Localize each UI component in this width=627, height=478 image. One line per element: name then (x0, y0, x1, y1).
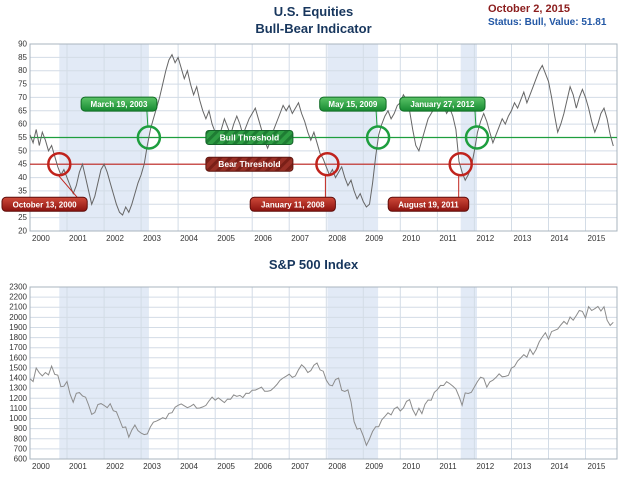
y-tick-label: 2000 (9, 313, 27, 322)
y-tick-label: 1500 (9, 363, 27, 372)
bear-signal-callout (387, 196, 470, 212)
x-tick-label: 2001 (69, 462, 87, 471)
x-tick-label: 2009 (365, 234, 383, 243)
bear-threshold-label-text: Bear Threshold (218, 159, 280, 169)
x-tick-label: 2002 (106, 462, 124, 471)
y-tick-label: 2200 (9, 293, 27, 302)
page-title-line2: Bull-Bear Indicator (255, 20, 372, 36)
y-tick-label: 75 (18, 80, 27, 89)
bull-signal-callout (399, 96, 486, 112)
sp500-title: S&P 500 Index (268, 257, 359, 272)
y-tick-label: 1000 (9, 414, 27, 423)
x-tick-label: 2011 (439, 462, 457, 471)
bull-signal-date: May 15, 2009 (328, 100, 377, 109)
x-tick-label: 2006 (254, 234, 272, 243)
x-tick-label: 2004 (180, 462, 198, 471)
y-tick-label: 1800 (9, 333, 27, 342)
bull-signal-circle (136, 125, 162, 150)
x-tick-label: 2011 (439, 234, 457, 243)
y-tick-label: 1400 (9, 374, 27, 383)
bull-threshold-label-text: Bull Threshold (220, 133, 280, 143)
x-tick-label: 2004 (180, 234, 198, 243)
x-tick-label: 2007 (291, 462, 309, 471)
y-tick-label: 20 (18, 227, 27, 236)
y-tick-label: 55 (18, 133, 27, 142)
sp500-series (29, 305, 614, 447)
y-tick-label: 900 (14, 424, 28, 433)
x-tick-label: 2014 (551, 234, 569, 243)
page-title-line1: U.S. Equities (273, 4, 354, 19)
bull-threshold-label (205, 130, 294, 145)
y-tick-label: 1700 (9, 343, 27, 352)
x-tick-label: 2003 (143, 234, 161, 243)
x-tick-label: 2003 (143, 462, 161, 471)
y-tick-label: 60 (18, 120, 27, 129)
x-tick-label: 2012 (476, 234, 494, 243)
bull-signal-circle (464, 125, 490, 150)
x-tick-label: 2000 (32, 462, 50, 471)
y-tick-label: 45 (18, 160, 27, 169)
bear-signal-callout (249, 196, 336, 212)
x-tick-label: 2005 (217, 462, 235, 471)
bull-signal-callout (319, 96, 387, 112)
x-tick-label: 2006 (254, 462, 272, 471)
report-date: October 2, 2015 (488, 3, 570, 15)
x-tick-label: 2009 (365, 462, 383, 471)
bear-period-band (327, 287, 379, 459)
bear-signal-date: January 11, 2008 (261, 200, 325, 209)
bear-signal-circle (47, 151, 72, 177)
x-tick-label: 2007 (291, 234, 309, 243)
x-tick-label: 2000 (32, 234, 50, 243)
y-tick-label: 70 (18, 93, 27, 102)
y-tick-label: 85 (18, 53, 27, 62)
plot-border (29, 286, 618, 460)
x-tick-label: 2013 (514, 462, 532, 471)
y-tick-label: 2100 (9, 303, 27, 312)
y-tick-label: 50 (18, 146, 27, 155)
x-tick-label: 2005 (217, 234, 235, 243)
bear-period-band (460, 287, 477, 459)
x-tick-label: 2015 (588, 462, 606, 471)
x-tick-label: 2012 (476, 462, 494, 471)
bear-signal-date: October 13, 2000 (13, 200, 78, 209)
x-tick-label: 2013 (514, 234, 532, 243)
y-tick-label: 35 (18, 186, 27, 195)
y-tick-label: 80 (18, 66, 27, 75)
x-tick-label: 2008 (328, 234, 346, 243)
bear-signal-circle (315, 151, 340, 177)
y-tick-label: 2300 (9, 283, 27, 292)
y-tick-label: 1600 (9, 353, 27, 362)
x-tick-label: 2002 (106, 234, 124, 243)
status-value-line: Status: Bull, Value: 51.81 (488, 17, 607, 28)
bull-signal-circle (365, 125, 391, 150)
x-tick-label: 2010 (402, 462, 420, 471)
y-tick-label: 1300 (9, 384, 27, 393)
bear-signal-date: August 19, 2011 (398, 200, 459, 209)
x-tick-label: 2008 (328, 462, 346, 471)
bear-signal-callout (1, 196, 88, 212)
x-tick-label: 2001 (69, 234, 87, 243)
bull-signal-date: January 27, 2012 (410, 100, 475, 109)
bull-signal-date: March 19, 2003 (91, 100, 148, 109)
bull-signal-callout (80, 96, 158, 112)
y-tick-label: 1200 (9, 394, 27, 403)
y-tick-label: 700 (14, 444, 28, 453)
y-tick-label: 25 (18, 213, 27, 222)
bear-threshold-label (205, 156, 294, 172)
x-tick-label: 2010 (402, 234, 420, 243)
bear-signal-circle (448, 151, 473, 177)
y-tick-label: 1100 (10, 404, 28, 413)
x-tick-label: 2014 (551, 462, 569, 471)
y-tick-label: 600 (14, 455, 28, 464)
y-tick-label: 65 (18, 106, 27, 115)
y-tick-label: 90 (18, 40, 27, 49)
y-tick-label: 40 (18, 173, 27, 182)
page-title: U.S. Equities Bull-Bear Indicator (0, 4, 627, 38)
y-tick-label: 800 (14, 434, 28, 443)
y-tick-label: 1900 (9, 323, 27, 332)
report-info: October 2, 2015 Status: Bull, Value: 51.… (488, 3, 606, 28)
x-tick-label: 2015 (588, 234, 606, 243)
